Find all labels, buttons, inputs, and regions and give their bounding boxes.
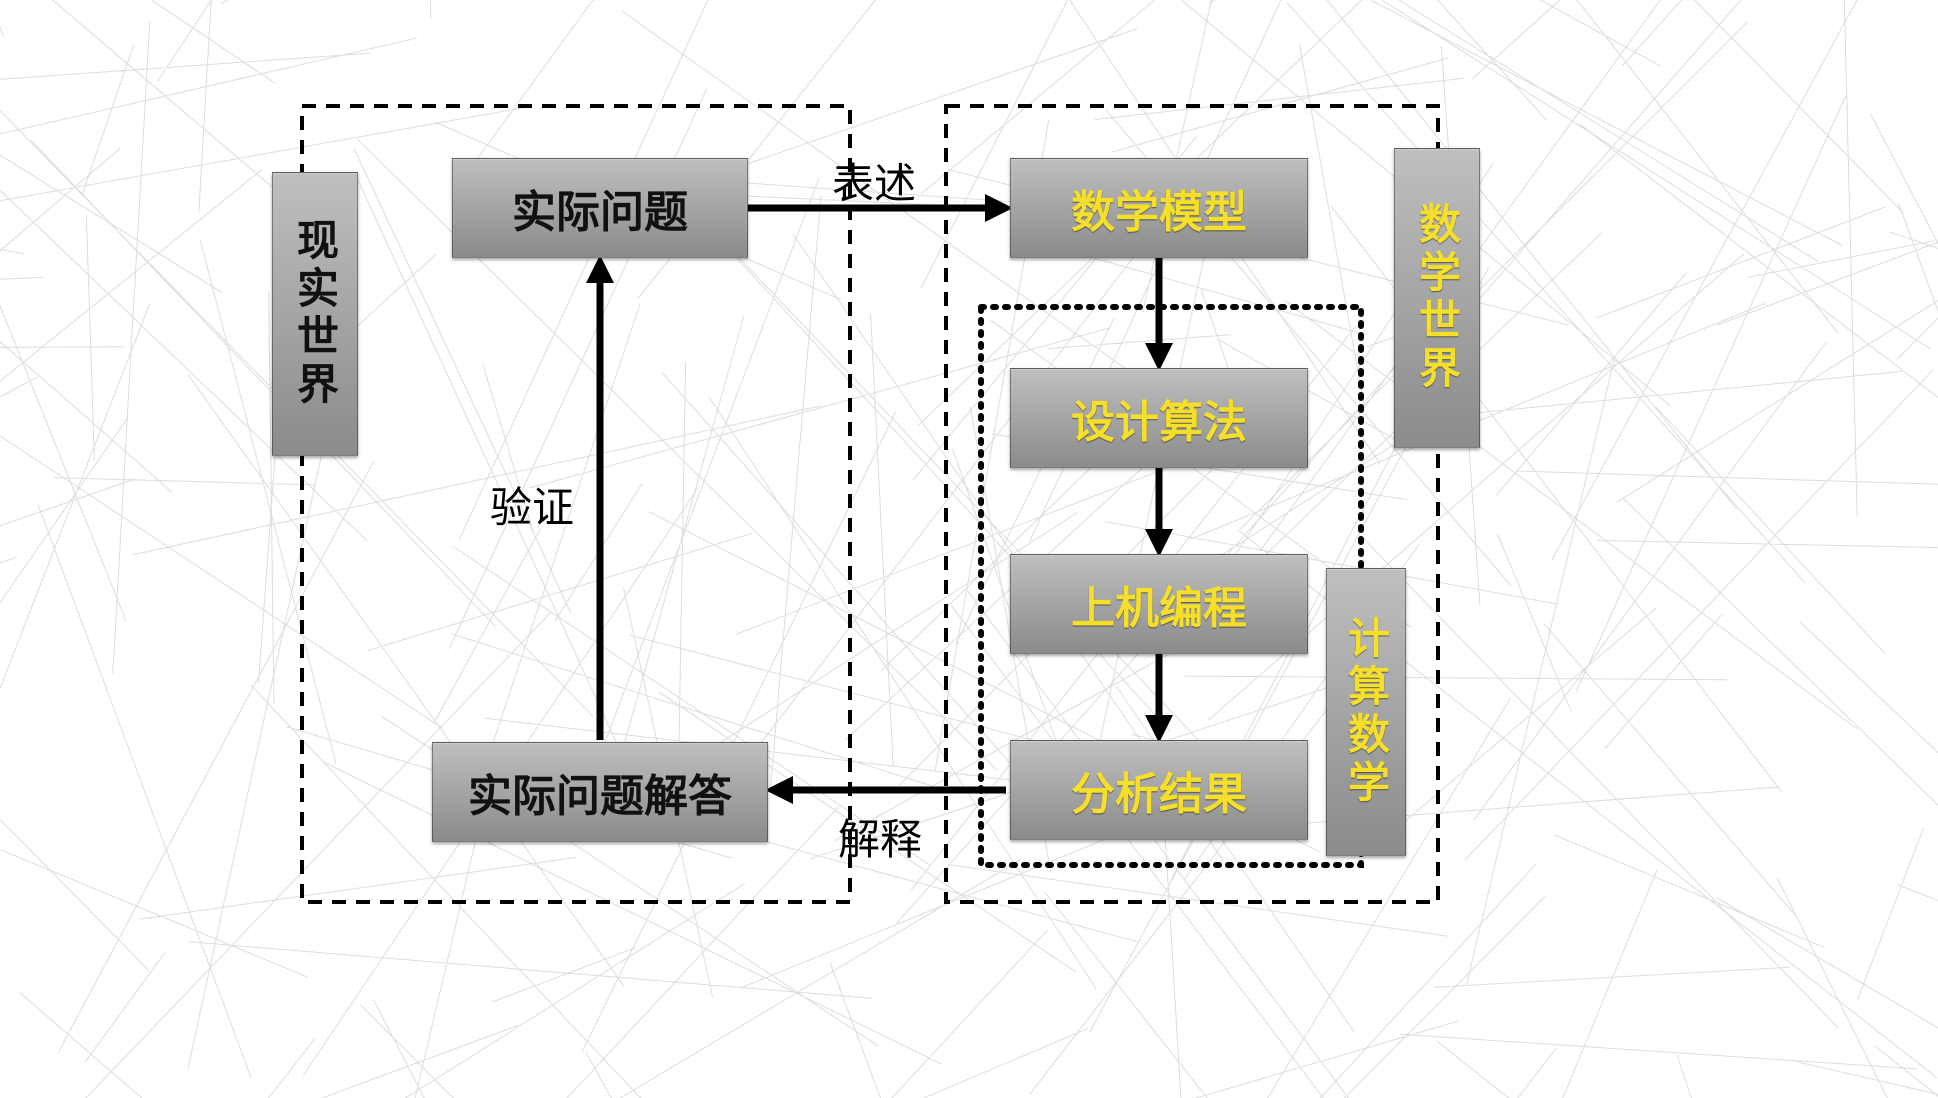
node-math-model: 数学模型 xyxy=(1010,158,1308,258)
node-real-problem: 实际问题 xyxy=(452,158,748,258)
node-text: 实际问题解答 xyxy=(468,760,732,824)
node-text: 设计算法 xyxy=(1071,386,1247,450)
node-text: 上机编程 xyxy=(1071,572,1247,636)
diagram-stage: 现实世界 数学世界 计算数学 实际问题 数学模型 设计算法 上机编程 分析结果 … xyxy=(0,0,1938,1098)
node-text: 数学模型 xyxy=(1071,176,1247,240)
node-math-world-label: 数学世界 xyxy=(1394,148,1480,448)
node-analyze-result: 分析结果 xyxy=(1010,740,1308,840)
node-text: 现实世界 xyxy=(285,218,346,410)
node-real-answer: 实际问题解答 xyxy=(432,742,768,842)
edge-label-e_verify: 验证 xyxy=(490,474,574,535)
edge-label-e_formulate: 表述 xyxy=(832,150,916,211)
node-programming: 上机编程 xyxy=(1010,554,1308,654)
node-text: 数学世界 xyxy=(1407,202,1468,394)
node-text: 计算数学 xyxy=(1336,616,1397,808)
node-comp-math-label: 计算数学 xyxy=(1326,568,1406,856)
node-real-world-label: 现实世界 xyxy=(272,172,358,456)
edge-label-e_explain: 解释 xyxy=(838,806,922,867)
node-text: 分析结果 xyxy=(1071,758,1247,822)
node-design-algorithm: 设计算法 xyxy=(1010,368,1308,468)
node-text: 实际问题 xyxy=(512,176,688,240)
